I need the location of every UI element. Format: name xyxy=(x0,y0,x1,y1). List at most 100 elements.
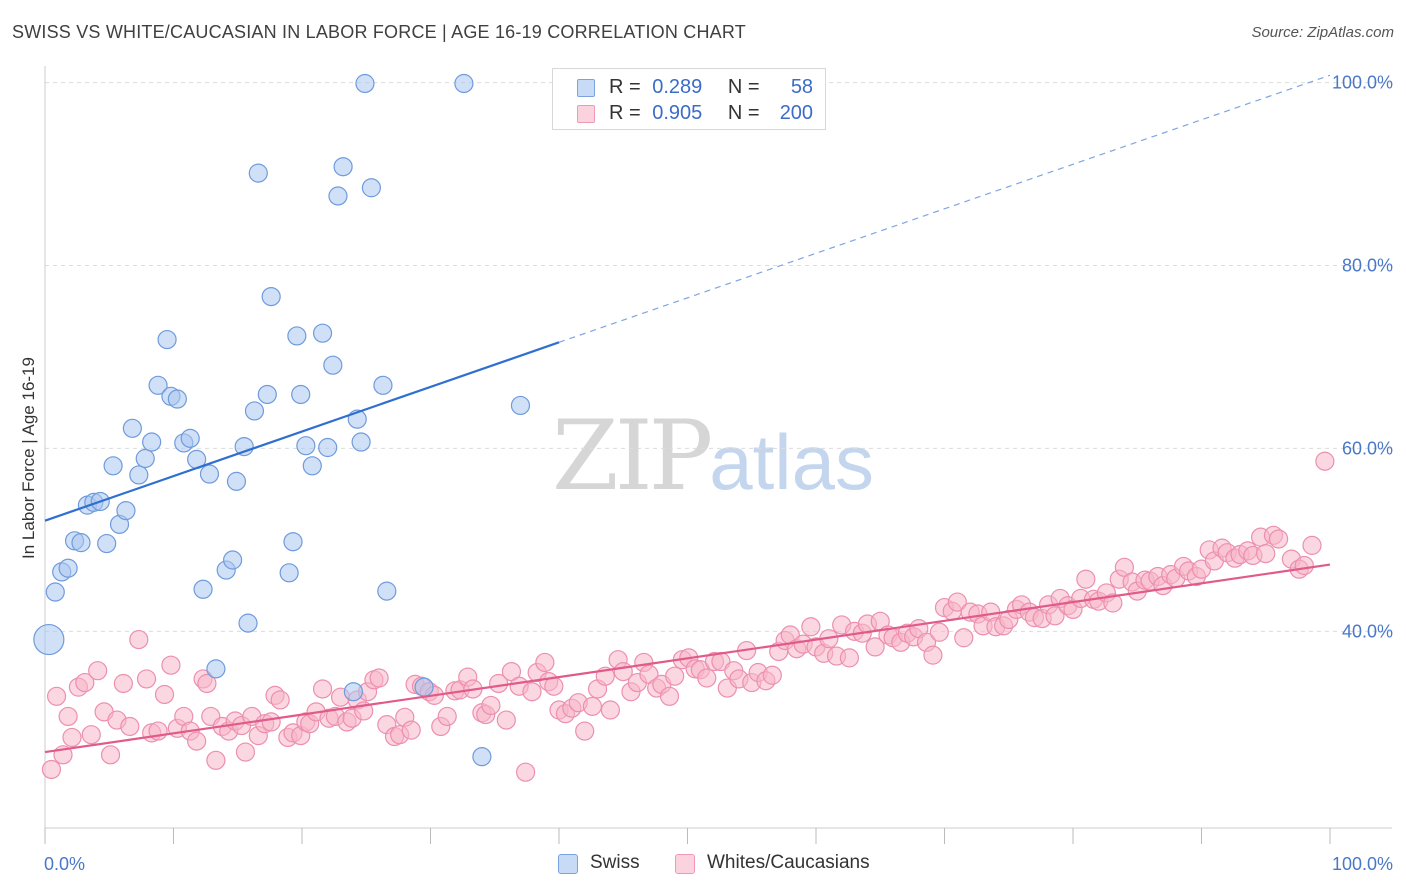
data-point xyxy=(113,673,133,694)
data-point xyxy=(120,716,140,737)
watermark-atlas: atlas xyxy=(709,418,874,506)
watermark: ZIPatlas xyxy=(552,400,874,512)
tick-labels: 40.0% 60.0% 80.0% 100.0% 0.0% 100.0% xyxy=(44,73,1393,874)
legend-row-swiss: R = 0.289 N = 58 xyxy=(553,75,827,101)
n-label: N = xyxy=(727,76,760,98)
data-point xyxy=(351,432,371,452)
data-point xyxy=(697,668,717,688)
data-point xyxy=(600,700,621,720)
chart-title: SWISS VS WHITE/CAUCASIAN IN LABOR FORCE … xyxy=(12,22,746,42)
r-value: 0.289 xyxy=(652,76,703,98)
data-point xyxy=(261,286,281,307)
data-point xyxy=(206,750,226,770)
x-tick-label: 100.0% xyxy=(1332,854,1393,874)
legend-label: Swiss xyxy=(590,852,640,873)
data-point xyxy=(762,665,782,685)
data-point xyxy=(839,648,860,668)
data-point xyxy=(154,684,175,705)
data-point xyxy=(369,668,389,688)
data-point xyxy=(62,727,82,748)
trend-lines xyxy=(44,74,1331,754)
whites-points xyxy=(41,451,1335,782)
data-point xyxy=(1256,544,1276,564)
legend-row-text: R = 0.289 N = 58 xyxy=(609,76,813,99)
data-point xyxy=(46,686,67,706)
data-point xyxy=(283,532,303,552)
data-point xyxy=(659,686,680,706)
data-point xyxy=(193,579,213,599)
n-value: 58 xyxy=(790,76,814,98)
data-point xyxy=(180,428,200,448)
source-credit: Source: ZipAtlas.com xyxy=(1251,24,1394,41)
data-point xyxy=(167,389,187,409)
data-point xyxy=(279,563,299,583)
data-point xyxy=(103,456,123,476)
data-point xyxy=(437,706,457,727)
data-point xyxy=(1294,555,1314,576)
data-point xyxy=(454,73,474,94)
data-point xyxy=(135,448,155,469)
data-point xyxy=(71,533,91,553)
data-point xyxy=(257,384,277,405)
data-point xyxy=(801,617,821,637)
data-point xyxy=(1302,535,1322,555)
data-point xyxy=(81,725,101,745)
data-point xyxy=(199,464,220,484)
swiss-swatch xyxy=(558,854,578,874)
swiss-trend-line xyxy=(44,341,560,522)
data-point xyxy=(582,696,603,716)
y-tick-label: 80.0% xyxy=(1342,256,1393,276)
data-point xyxy=(312,323,333,343)
whites-trend-line xyxy=(44,563,1331,754)
y-tick-label: 40.0% xyxy=(1342,621,1393,641)
data-point xyxy=(197,673,217,694)
data-point xyxy=(270,690,290,710)
data-point xyxy=(954,628,974,648)
data-point xyxy=(535,652,555,673)
watermark-zip: ZIP xyxy=(552,400,713,512)
n-label: N = xyxy=(727,102,760,124)
data-point xyxy=(333,157,353,177)
data-point xyxy=(929,622,949,642)
axes xyxy=(44,66,1392,844)
data-point xyxy=(226,471,247,491)
legend-label: Whites/Caucasians xyxy=(707,852,870,873)
data-point xyxy=(296,436,316,456)
data-point xyxy=(1103,593,1123,613)
data-point xyxy=(355,73,375,94)
correlation-legend: R = 0.289 N = 58 R = 0.905 N = 200 xyxy=(552,68,826,130)
legend-row-whites: R = 0.905 N = 200 xyxy=(553,101,827,127)
data-point xyxy=(377,581,397,601)
data-point xyxy=(88,661,108,681)
data-point xyxy=(865,637,885,657)
data-point xyxy=(522,682,542,702)
data-point xyxy=(1045,606,1065,626)
data-point xyxy=(544,676,564,696)
data-point xyxy=(947,592,967,612)
data-point xyxy=(923,645,943,665)
data-point xyxy=(515,762,536,782)
y-tick-label: 100.0% xyxy=(1332,73,1393,93)
data-point xyxy=(148,375,168,395)
data-point xyxy=(312,679,333,699)
data-point xyxy=(136,669,157,689)
data-point xyxy=(157,329,177,350)
whites-swatch xyxy=(577,105,595,123)
y-tick-label: 60.0% xyxy=(1342,438,1393,458)
whites-swatch xyxy=(675,854,695,874)
n-value: 200 xyxy=(779,102,814,124)
data-point xyxy=(481,695,501,716)
r-label: R = xyxy=(609,102,641,124)
data-point xyxy=(343,682,363,702)
legend-row-text: R = 0.905 N = 200 xyxy=(609,102,813,125)
gridlines xyxy=(45,82,1392,632)
data-point xyxy=(261,712,281,732)
data-point xyxy=(401,720,421,740)
swiss-points xyxy=(33,73,531,767)
data-point xyxy=(244,401,265,421)
data-point xyxy=(414,677,434,697)
data-point xyxy=(129,465,149,485)
series-legend: Swiss Whites/Caucasians xyxy=(0,850,1406,878)
data-point xyxy=(302,456,322,476)
data-point xyxy=(1268,529,1289,549)
